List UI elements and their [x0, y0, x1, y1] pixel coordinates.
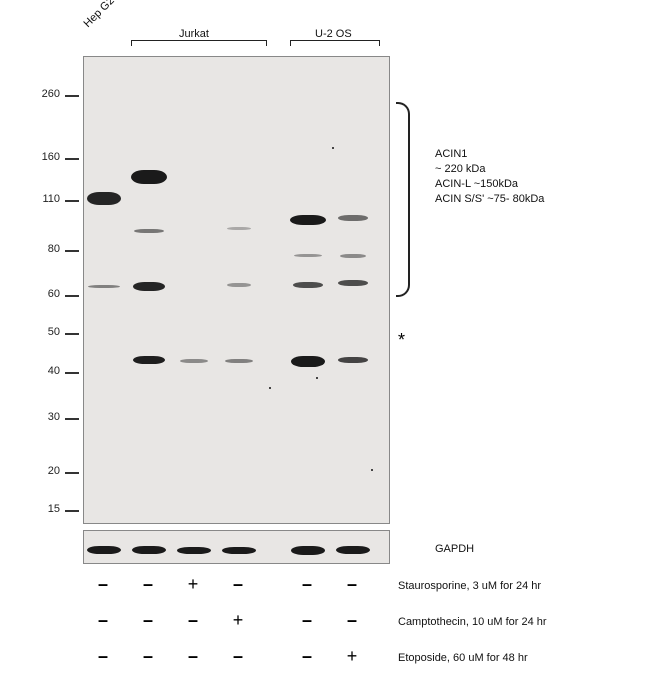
lane-header-u2os: U-2 OS	[315, 28, 352, 40]
bracket-u2os	[290, 40, 380, 46]
treatment-cell: –	[93, 646, 113, 667]
mw-tick	[65, 295, 79, 297]
gapdh-blot-panel	[83, 530, 390, 564]
blot-band	[131, 170, 167, 184]
lane-header-jurkat: Jurkat	[179, 28, 209, 40]
treatment-label: Staurosporine, 3 uM for 24 hr	[398, 580, 541, 592]
gapdh-band	[291, 546, 325, 555]
isoform-bracket	[396, 102, 410, 297]
treatment-cell: –	[297, 610, 317, 631]
artifact-speck	[269, 387, 271, 389]
treatment-cell: –	[138, 574, 158, 595]
gapdh-band	[87, 546, 121, 554]
blot-band	[293, 282, 323, 288]
treatment-cell: +	[183, 574, 203, 595]
blot-band	[340, 254, 366, 258]
mw-tick	[65, 95, 79, 97]
treatment-cell: –	[138, 610, 158, 631]
artifact-speck	[316, 377, 318, 379]
blot-band	[290, 215, 326, 225]
gapdh-band	[132, 546, 166, 554]
gapdh-band	[222, 547, 256, 554]
treatment-label: Etoposide, 60 uM for 48 hr	[398, 652, 528, 664]
isoform-label: ACIN-L ~150kDa	[435, 178, 518, 190]
lane-header-hepg2: Hep G2	[82, 0, 117, 30]
treatment-cell: –	[228, 646, 248, 667]
gapdh-label: GAPDH	[435, 543, 474, 555]
treatment-cell: –	[297, 646, 317, 667]
blot-band	[87, 192, 121, 205]
treatment-cell: –	[138, 646, 158, 667]
mw-tick	[65, 158, 79, 160]
western-blot-figure: 260 160 110 80 60 50 40 30 20 15 Hep G2 Jurkat U-2 O…	[0, 0, 650, 689]
treatment-cell: –	[342, 574, 362, 595]
blot-band	[133, 356, 165, 364]
mw-tick	[65, 418, 79, 420]
treatment-cell: +	[342, 646, 362, 667]
mw-label: 15	[0, 503, 60, 515]
mw-tick	[65, 200, 79, 202]
mw-label: 80	[0, 243, 60, 255]
mw-label: 50	[0, 326, 60, 338]
treatment-cell: –	[297, 574, 317, 595]
treatment-cell: –	[228, 574, 248, 595]
main-blot-panel	[83, 56, 390, 524]
mw-tick	[65, 510, 79, 512]
treatment-cell: +	[228, 610, 248, 631]
blot-band	[338, 280, 368, 286]
mw-label: 60	[0, 288, 60, 300]
blot-band	[338, 357, 368, 363]
artifact-speck	[332, 147, 334, 149]
mw-tick	[65, 333, 79, 335]
blot-band	[338, 215, 368, 221]
blot-band	[180, 359, 208, 363]
mw-tick	[65, 472, 79, 474]
blot-band	[134, 229, 164, 233]
artifact-speck	[371, 469, 373, 471]
gapdh-band	[336, 546, 370, 554]
blot-band	[227, 227, 251, 230]
mw-tick	[65, 250, 79, 252]
isoform-label: ACIN S/S' ~75- 80kDa	[435, 193, 544, 205]
blot-band	[225, 359, 253, 363]
mw-label: 40	[0, 365, 60, 377]
treatment-cell: –	[342, 610, 362, 631]
asterisk-marker: *	[398, 330, 405, 351]
mw-tick	[65, 372, 79, 374]
blot-band	[294, 254, 322, 257]
blot-band	[133, 282, 165, 291]
mw-label: 110	[0, 193, 60, 205]
mw-label: 20	[0, 465, 60, 477]
mw-label: 160	[0, 151, 60, 163]
treatment-cell: –	[93, 574, 113, 595]
isoform-label: ACIN1	[435, 148, 467, 160]
treatment-label: Camptothecin, 10 uM for 24 hr	[398, 616, 547, 628]
mw-label: 260	[0, 88, 60, 100]
blot-band	[227, 283, 251, 287]
bracket-jurkat	[131, 40, 267, 46]
gapdh-band	[177, 547, 211, 554]
blot-band	[88, 285, 120, 288]
treatment-cell: –	[183, 646, 203, 667]
treatment-cell: –	[93, 610, 113, 631]
mw-label: 30	[0, 411, 60, 423]
isoform-label: ~ 220 kDa	[435, 163, 485, 175]
treatment-cell: –	[183, 610, 203, 631]
blot-band	[291, 356, 325, 367]
